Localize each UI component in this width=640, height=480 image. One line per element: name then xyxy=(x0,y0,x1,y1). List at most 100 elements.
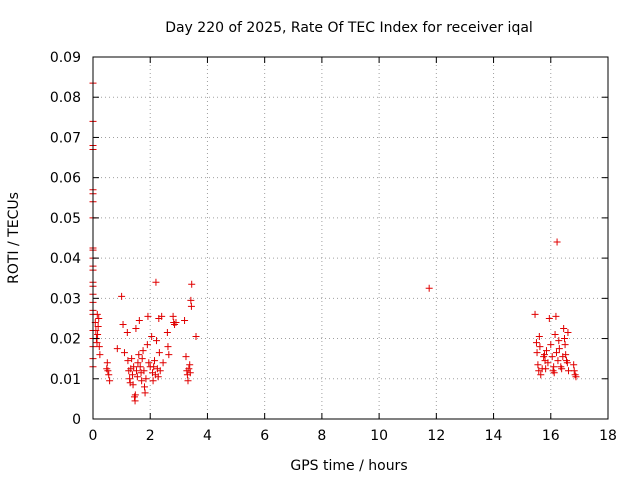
data-point xyxy=(95,314,103,322)
data-point xyxy=(561,341,569,349)
x-tick-label: 10 xyxy=(370,428,388,444)
data-point xyxy=(531,310,539,318)
y-tick-label: 0.07 xyxy=(50,130,81,146)
data-point xyxy=(105,371,113,379)
data-point xyxy=(128,355,136,363)
data-point xyxy=(145,359,153,367)
data-point xyxy=(132,325,140,332)
data-point xyxy=(143,341,151,349)
x-axis-label: GPS time / hours xyxy=(290,458,407,474)
data-point xyxy=(532,339,540,347)
data-point xyxy=(136,363,144,371)
x-tick-label: 16 xyxy=(542,428,560,444)
data-point xyxy=(536,343,544,351)
data-point xyxy=(187,302,195,310)
y-axis-label: ROTI / TECUs xyxy=(6,192,22,284)
data-point xyxy=(554,357,562,365)
grid xyxy=(93,57,608,419)
y-tick-label: 0.03 xyxy=(50,291,81,307)
data-point xyxy=(548,353,556,361)
data-point xyxy=(141,383,148,391)
data-point xyxy=(425,284,433,292)
data-point xyxy=(185,365,193,373)
data-point xyxy=(533,349,541,357)
data-point xyxy=(153,337,161,345)
data-point xyxy=(186,369,194,377)
data-point xyxy=(138,355,146,363)
y-tick-label: 0.08 xyxy=(50,90,81,106)
data-point xyxy=(151,357,159,365)
y-tick-label: 0 xyxy=(72,412,81,428)
data-point xyxy=(150,363,158,371)
data-point xyxy=(547,341,555,349)
x-tick-label: 4 xyxy=(203,428,212,444)
data-point xyxy=(93,339,101,347)
data-point xyxy=(134,359,142,367)
data-point xyxy=(560,325,568,332)
data-point xyxy=(184,377,192,385)
data-point xyxy=(542,347,550,355)
data-point xyxy=(144,312,152,320)
x-tick-label: 12 xyxy=(427,428,445,444)
data-point xyxy=(570,361,578,369)
data-point xyxy=(149,377,157,385)
data-point xyxy=(130,363,138,371)
data-point xyxy=(133,373,141,381)
data-point xyxy=(187,296,195,304)
y-tick-label: 0.05 xyxy=(50,211,81,227)
data-point xyxy=(132,367,140,375)
data-point xyxy=(126,375,134,383)
chart-title: Day 220 of 2025, Rate Of TEC Index for r… xyxy=(165,20,533,36)
data-point xyxy=(93,310,101,318)
data-point xyxy=(534,361,542,369)
data-point xyxy=(118,292,126,300)
x-tick-label: 18 xyxy=(599,428,617,444)
data-point xyxy=(120,349,128,357)
y-tick-label: 0.02 xyxy=(50,332,81,348)
data-point xyxy=(148,333,156,341)
data-point xyxy=(535,333,543,341)
data-point xyxy=(123,329,131,337)
data-point xyxy=(135,316,143,324)
data-point xyxy=(139,347,147,355)
data-point xyxy=(119,320,127,328)
data-point xyxy=(103,359,111,367)
plot-frame xyxy=(92,56,609,420)
data-point xyxy=(545,314,553,322)
data-point xyxy=(155,349,163,357)
data-point xyxy=(159,359,167,367)
data-point xyxy=(553,238,561,246)
data-point xyxy=(165,351,173,359)
data-point xyxy=(94,331,102,339)
data-point xyxy=(103,365,111,373)
data-point xyxy=(163,329,171,337)
x-tick-label: 2 xyxy=(146,428,155,444)
data-point xyxy=(172,318,180,326)
data-point xyxy=(131,391,139,399)
data-point xyxy=(572,373,580,381)
data-point xyxy=(550,363,558,371)
y-axis-ticks: 0 0.01 0.02 0.03 0.04 0.05 0.06 0.07 0.08 0.09 xyxy=(50,50,608,428)
y-tick-label: 0.09 xyxy=(50,50,81,66)
data-point xyxy=(564,329,572,337)
data-point xyxy=(563,359,571,367)
data-point xyxy=(570,367,578,375)
data-point xyxy=(552,312,560,320)
data-point xyxy=(544,359,552,367)
y-tick-label: 0.06 xyxy=(50,171,81,187)
data-point xyxy=(550,369,558,377)
data-point xyxy=(182,353,190,361)
data-point xyxy=(129,381,137,389)
data-point xyxy=(152,278,160,286)
data-point xyxy=(113,345,121,353)
data-point xyxy=(169,312,177,320)
data-point xyxy=(555,337,563,345)
data-point xyxy=(537,371,545,379)
x-axis-ticks: 0 2 4 6 8 10 12 14 16 18 xyxy=(89,57,617,444)
data-point xyxy=(555,345,563,353)
x-tick-label: 8 xyxy=(317,428,326,444)
data-point xyxy=(158,312,166,320)
y-tick-label: 0.01 xyxy=(50,372,81,388)
data-point xyxy=(551,331,559,339)
